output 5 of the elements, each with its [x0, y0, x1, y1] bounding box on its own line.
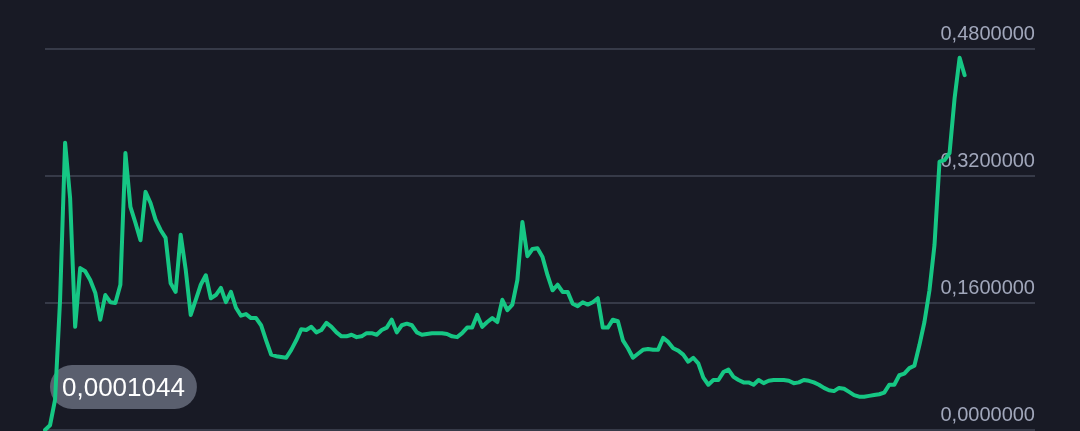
y-tick-label: 0,1600000: [940, 276, 1035, 298]
y-tick-label: 0,0000000: [940, 403, 1035, 425]
y-tick-label: 0,4800000: [940, 22, 1035, 44]
y-tick-label: 0,3200000: [940, 149, 1035, 171]
annotation: 0,0001044: [62, 372, 185, 402]
